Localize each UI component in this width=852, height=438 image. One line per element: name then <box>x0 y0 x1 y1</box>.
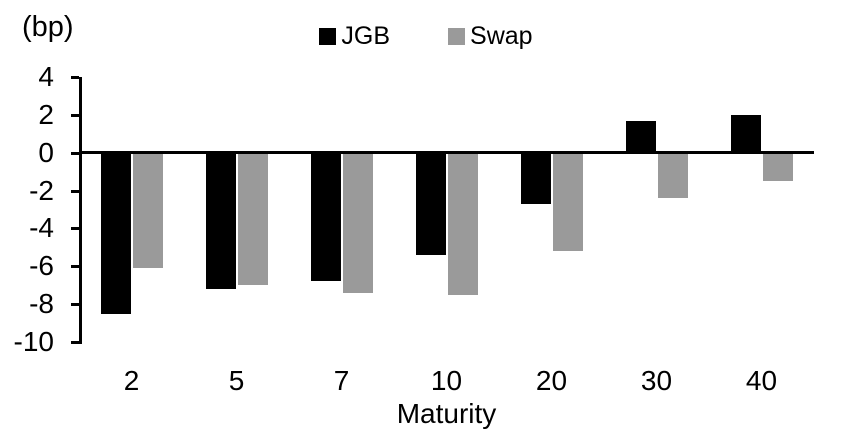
bar-swap-7 <box>342 152 373 293</box>
y-tick-label: -10 <box>13 326 54 358</box>
legend-item-jgb: JGB <box>319 21 391 50</box>
bar-jgb-2 <box>100 152 131 314</box>
legend-label: JGB <box>341 21 391 50</box>
y-tick-label: 4 <box>38 61 54 92</box>
y-tick-label: 2 <box>38 98 54 130</box>
y-tick-label: -4 <box>29 212 54 244</box>
bar-jgb-5 <box>205 152 236 289</box>
y-tick-label: -6 <box>29 250 54 282</box>
y-tick-mark <box>71 341 79 345</box>
y-tick-mark <box>71 151 79 155</box>
y-tick-mark <box>71 303 79 307</box>
bar-jgb-7 <box>310 152 341 282</box>
y-tick-label: 0 <box>38 136 54 168</box>
bar-swap-30 <box>657 152 688 199</box>
x-tick-label: 7 <box>333 365 350 396</box>
bar-swap-5 <box>237 152 268 286</box>
bar-jgb-40 <box>730 114 761 153</box>
x-tick-label: 40 <box>745 365 778 396</box>
x-tick-label: 10 <box>430 365 463 396</box>
y-axis-unit-label: (bp) <box>22 11 74 43</box>
legend-item-swap: Swap <box>448 21 533 50</box>
bar-jgb-10 <box>415 152 446 255</box>
legend: JGB Swap <box>0 19 852 53</box>
y-tick-label: -2 <box>29 174 54 206</box>
bar-jgb-20 <box>520 152 551 204</box>
legend-label: Swap <box>470 21 533 50</box>
y-tick-mark <box>71 227 79 231</box>
bar-swap-10 <box>447 152 478 295</box>
x-tick-label: 5 <box>228 365 245 396</box>
y-tick-mark <box>71 189 79 193</box>
x-tick-label: 2 <box>123 365 140 396</box>
y-tick-label: -8 <box>29 288 54 320</box>
bar-jgb-30 <box>625 120 656 153</box>
legend-swatch-swap <box>448 27 466 45</box>
y-axis-line <box>79 77 82 345</box>
y-tick-mark <box>71 113 79 117</box>
bar-swap-40 <box>762 152 793 182</box>
x-tick-label: 30 <box>640 365 673 396</box>
bar-swap-20 <box>552 152 583 252</box>
x-tick-label: 20 <box>535 365 568 396</box>
zero-axis-line <box>79 151 814 155</box>
y-tick-mark <box>71 76 79 79</box>
bar-swap-2 <box>132 152 163 269</box>
y-tick-mark <box>71 265 79 269</box>
x-axis-title: Maturity <box>396 398 497 429</box>
legend-swatch-jgb <box>319 27 337 45</box>
